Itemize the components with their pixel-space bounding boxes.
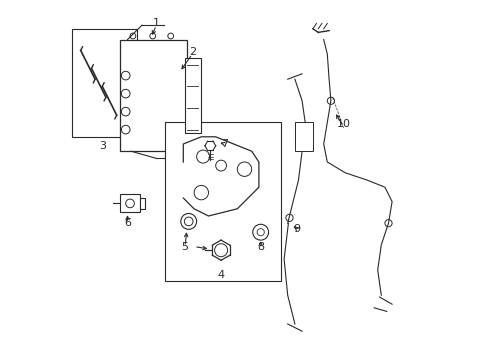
Text: 8: 8 <box>257 242 264 252</box>
Text: 10: 10 <box>336 119 350 129</box>
Text: 4: 4 <box>217 270 224 280</box>
Bar <box>140 198 145 209</box>
Text: 7: 7 <box>221 139 228 149</box>
Text: 6: 6 <box>124 218 131 228</box>
Text: 5: 5 <box>181 242 188 252</box>
Bar <box>185 58 201 133</box>
Text: 9: 9 <box>292 224 300 234</box>
Bar <box>72 29 136 137</box>
Bar <box>120 40 186 151</box>
Text: 1: 1 <box>152 18 160 28</box>
Bar <box>294 122 312 151</box>
Bar <box>165 122 280 281</box>
Text: 3: 3 <box>99 141 105 151</box>
Text: 2: 2 <box>188 47 196 57</box>
Bar <box>120 194 140 212</box>
